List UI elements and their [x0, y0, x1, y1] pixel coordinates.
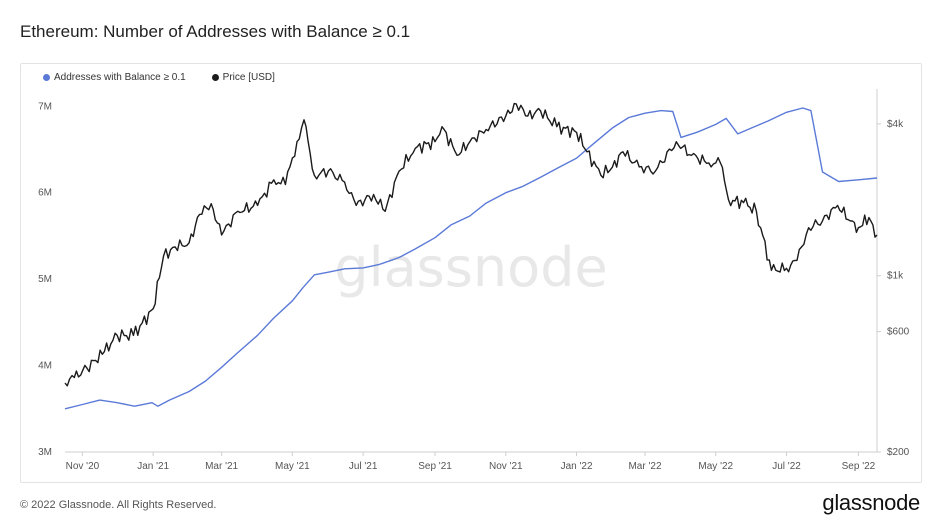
x-tick-label: May '21 — [275, 461, 310, 472]
x-tick-label: Sep '21 — [418, 461, 452, 472]
y-right-tick-label: $4k — [887, 119, 904, 130]
copyright-text: © 2022 Glassnode. All Rights Reserved. — [20, 499, 217, 511]
chart-panel: Addresses with Balance ≥ 0.1 Price [USD]… — [20, 63, 922, 483]
x-tick-label: Jul '22 — [772, 461, 801, 472]
y-left-tick-label: 7M — [38, 101, 52, 112]
x-tick-label: Sep '22 — [842, 461, 876, 472]
y-left-tick-label: 5M — [38, 274, 52, 285]
x-tick-label: Jul '21 — [349, 461, 378, 472]
series-line-price[interactable] — [64, 102, 878, 387]
x-tick-label: Jan '21 — [137, 461, 169, 472]
y-right-tick-label: $200 — [887, 447, 910, 458]
legend: Addresses with Balance ≥ 0.1 Price [USD] — [43, 72, 275, 83]
x-tick-label: Nov '20 — [66, 461, 100, 472]
legend-marker-price — [211, 74, 219, 81]
watermark-text: glassnode — [334, 236, 607, 299]
page-title: Ethereum: Number of Addresses with Balan… — [20, 22, 411, 41]
chart-svg[interactable]: glassnode Nov '20 Jan '21 Mar '21 May '21 Jul… — [21, 64, 921, 482]
legend-item-addresses[interactable]: Addresses with Balance ≥ 0.1 — [43, 72, 186, 83]
x-tick-label: Mar '21 — [205, 461, 238, 472]
legend-marker-addresses — [43, 74, 50, 81]
x-tick-label: May '22 — [698, 461, 733, 472]
legend-item-price[interactable]: Price [USD] — [211, 72, 275, 83]
x-tick-label: Jan '22 — [561, 461, 593, 472]
legend-label-addresses: Addresses with Balance ≥ 0.1 — [54, 72, 186, 83]
y-left-tick-label: 3M — [38, 447, 52, 458]
legend-label-price: Price [USD] — [222, 72, 275, 83]
x-tick-label: Nov '21 — [489, 461, 523, 472]
y-left-tick-label: 6M — [38, 188, 52, 199]
y-right-tick-label: $600 — [887, 327, 910, 338]
brand-logo: glassnode — [822, 490, 920, 515]
series-line-addresses[interactable] — [64, 107, 878, 410]
x-tick-label: Mar '22 — [628, 461, 661, 472]
y-right-tick-label: $1k — [887, 271, 904, 282]
y-left-tick-label: 4M — [38, 361, 52, 372]
